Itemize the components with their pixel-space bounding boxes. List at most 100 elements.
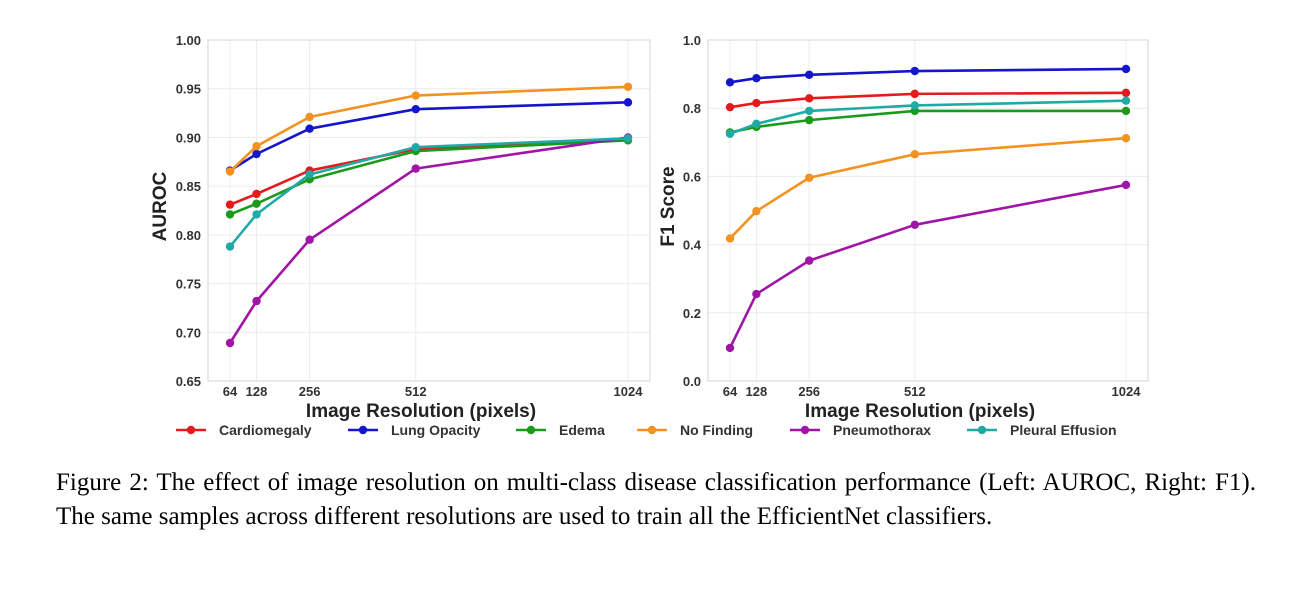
left-point-pleural-effusion <box>305 170 314 179</box>
right-point-cardiomegaly <box>752 98 761 108</box>
left-point-edema <box>225 210 235 219</box>
right-point-no-finding <box>910 150 919 159</box>
right-series-no-finding <box>725 134 1131 243</box>
figure: 0.65 0.70 0.75 0.80 0.85 0.90 0.95 1.00 64 128 256… <box>150 33 1149 438</box>
left-y-axis-label: AUROC <box>150 171 171 241</box>
left-point-cardiomegaly <box>225 200 235 209</box>
right-point-pleural-effusion <box>910 101 919 110</box>
left-x-axis-label: Image Resolution (pixels) <box>306 401 536 422</box>
left-series-no-finding <box>225 82 633 176</box>
legend-swatch-marker <box>977 425 987 435</box>
legend-entry-pneumothorax: Pneumothorax <box>790 422 931 438</box>
right-point-lung-opacity <box>805 70 814 79</box>
legend-label: No Finding <box>680 422 753 438</box>
right-series-cardiomegaly <box>725 88 1131 112</box>
right-chart: 0.0 0.2 0.4 0.6 0.8 1.0 64 128 256 512 1024 Image R… <box>658 33 1149 422</box>
left-xtick-label: 512 <box>405 384 427 399</box>
left-ytick-label: 0.65 <box>176 374 201 389</box>
right-series-pneumothorax <box>725 180 1131 353</box>
left-point-lung-opacity <box>305 124 314 133</box>
right-point-cardiomegaly <box>805 94 814 103</box>
right-point-pleural-effusion <box>725 129 735 138</box>
left-xtick-label: 1024 <box>614 384 644 399</box>
right-series-lung-opacity <box>725 64 1131 87</box>
left-point-pleural-effusion <box>225 242 235 251</box>
legend-entry-cardiomegaly: Cardiomegaly <box>176 422 312 438</box>
left-ytick-label: 1.00 <box>176 33 201 48</box>
left-chart: 0.65 0.70 0.75 0.80 0.85 0.90 0.95 1.00 64 128 256… <box>150 33 651 422</box>
right-ytick-label: 0.0 <box>683 374 701 389</box>
right-point-pneumothorax <box>805 256 814 265</box>
left-ytick-label: 0.90 <box>176 130 201 145</box>
left-point-pleural-effusion <box>252 210 261 219</box>
right-series-pleural-effusion <box>725 96 1131 138</box>
right-point-pneumothorax <box>1121 180 1131 190</box>
left-point-no-finding <box>411 91 420 100</box>
right-ytick-label: 0.2 <box>683 306 701 321</box>
left-series-pleural-effusion <box>225 134 633 251</box>
left-ytick-label: 0.85 <box>176 179 201 194</box>
right-line-edema <box>729 109 1126 134</box>
right-ytick-label: 1.0 <box>683 33 701 48</box>
left-point-no-finding <box>305 112 314 122</box>
right-xtick-label: 64 <box>723 384 738 399</box>
right-point-cardiomegaly <box>910 89 919 99</box>
left-ytick-label: 0.80 <box>176 228 201 243</box>
left-point-no-finding <box>225 167 235 176</box>
right-ytick-label: 0.8 <box>683 101 701 116</box>
legend-label: Pneumothorax <box>833 422 931 438</box>
right-point-pneumothorax <box>752 289 761 299</box>
right-xtick-label: 256 <box>798 384 820 399</box>
right-point-cardiomegaly <box>1121 88 1131 98</box>
right-ytick-label: 0.6 <box>683 169 701 184</box>
legend-entry-edema: Edema <box>516 422 605 438</box>
right-point-cardiomegaly <box>725 102 735 112</box>
right-x-axis-label: Image Resolution (pixels) <box>805 401 1035 422</box>
right-line-pneumothorax <box>728 183 1127 349</box>
left-point-lung-opacity <box>252 149 261 159</box>
right-point-lung-opacity <box>725 78 735 87</box>
right-plot-frame <box>707 39 1149 382</box>
right-line-lung-opacity <box>729 67 1127 84</box>
legend-swatch-marker <box>647 425 657 435</box>
left-series-lung-opacity <box>225 98 633 175</box>
left-ytick-label: 0.95 <box>176 82 201 97</box>
legend-entry-no-finding: No Finding <box>637 422 753 438</box>
left-point-pleural-effusion <box>623 134 633 143</box>
right-point-edema <box>1121 106 1131 116</box>
legend-label: Pleural Effusion <box>1010 422 1117 438</box>
right-point-lung-opacity <box>752 73 761 83</box>
right-point-no-finding <box>725 234 735 243</box>
legend-label: Cardiomegaly <box>219 422 312 438</box>
right-series-edema <box>725 106 1131 137</box>
left-point-no-finding <box>623 82 633 91</box>
right-point-edema <box>805 115 814 125</box>
right-point-no-finding <box>1121 134 1131 143</box>
left-line-pneumothorax <box>228 136 629 344</box>
left-series-pneumothorax <box>225 133 633 348</box>
left-point-lung-opacity <box>623 98 633 107</box>
left-point-pleural-effusion <box>411 142 420 152</box>
right-ytick-label: 0.4 <box>683 238 702 253</box>
legend-label: Lung Opacity <box>391 422 481 438</box>
right-xtick-label: 1024 <box>1112 384 1142 399</box>
left-line-lung-opacity <box>229 101 629 172</box>
left-point-no-finding <box>252 141 261 151</box>
legend-swatch-marker <box>526 425 536 435</box>
right-line-pleural-effusion <box>729 99 1127 135</box>
legend-entry-pleural-effusion: Pleural Effusion <box>967 422 1117 438</box>
left-xtick-label: 128 <box>246 384 268 399</box>
right-point-pleural-effusion <box>805 106 814 116</box>
left-plot-frame <box>207 39 651 382</box>
left-point-pneumothorax <box>225 338 235 348</box>
right-point-pleural-effusion <box>752 119 761 129</box>
left-point-pneumothorax <box>252 296 261 306</box>
left-xtick-label: 64 <box>223 384 238 399</box>
left-point-lung-opacity <box>411 104 420 114</box>
right-point-lung-opacity <box>1121 64 1131 74</box>
legend-entry-lung-opacity: Lung Opacity <box>348 422 481 438</box>
left-ytick-label: 0.75 <box>176 277 201 292</box>
right-point-pneumothorax <box>910 220 919 230</box>
legend-swatch-marker <box>800 425 810 435</box>
figure-caption: Figure 2: The effect of image resolution… <box>56 469 1256 530</box>
